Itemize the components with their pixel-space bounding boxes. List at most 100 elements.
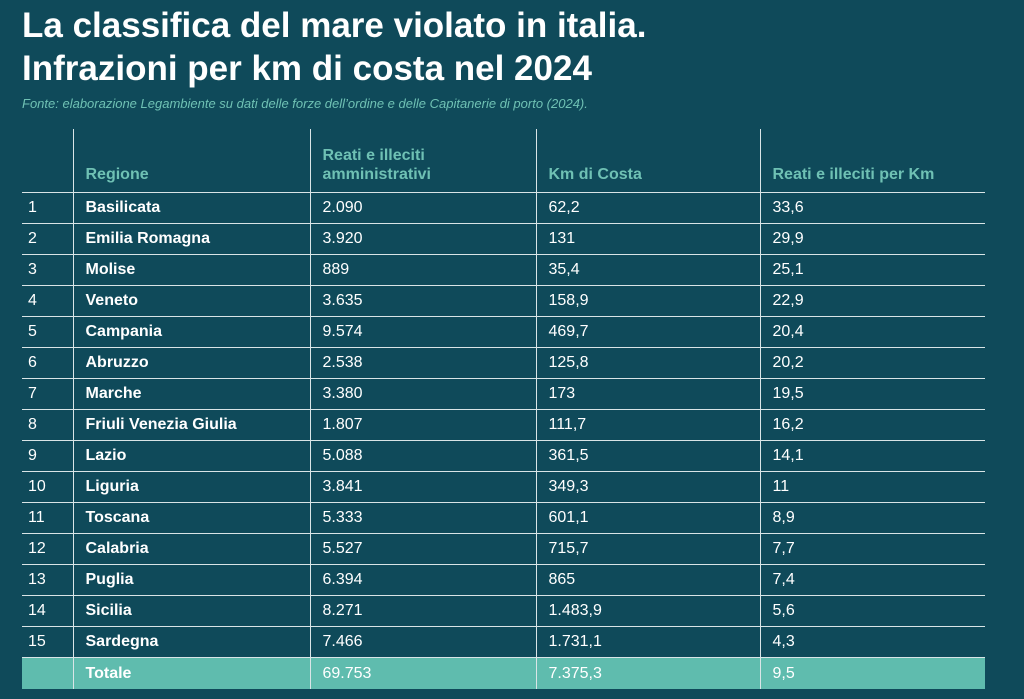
rank-cell: 5	[22, 316, 73, 348]
region-cell: Lazio	[72, 440, 310, 472]
region-cell: Emilia Romagna	[72, 223, 310, 255]
table-row: 12 Calabria 5.527 715,7 7,7	[22, 533, 985, 565]
table-row: 7 Marche 3.380 173 19,5	[22, 378, 985, 410]
table-row: 9 Lazio 5.088 361,5 14,1	[22, 440, 985, 472]
table-row: 10 Liguria 3.841 349,3 11	[22, 471, 985, 503]
total-label: Totale	[72, 657, 310, 689]
rank-cell: 7	[22, 378, 73, 410]
ranking-table: Regione Reati e illeciti amministrativi …	[22, 129, 985, 689]
offenses-per-km-cell: 5,6	[759, 595, 985, 627]
rank-cell: 9	[22, 440, 73, 472]
offenses-cell: 2.090	[309, 192, 536, 224]
offenses-per-km-cell: 19,5	[759, 378, 985, 410]
km-coast-cell: 1.483,9	[535, 595, 760, 627]
region-cell: Friuli Venezia Giulia	[72, 409, 310, 441]
region-cell: Sicilia	[72, 595, 310, 627]
region-cell: Molise	[72, 254, 310, 286]
offenses-cell: 6.394	[309, 564, 536, 596]
offenses-cell: 5.527	[309, 533, 536, 565]
title-line-1: La classifica del mare violato in italia…	[22, 6, 647, 45]
offenses-per-km-cell: 29,9	[759, 223, 985, 255]
km-coast-cell: 469,7	[535, 316, 760, 348]
offenses-per-km-cell: 16,2	[759, 409, 985, 441]
km-coast-cell: 601,1	[535, 502, 760, 534]
rank-cell: 13	[22, 564, 73, 596]
offenses-cell: 3.920	[309, 223, 536, 255]
km-coast-cell: 125,8	[535, 347, 760, 379]
region-cell: Marche	[72, 378, 310, 410]
offenses-per-km-cell: 14,1	[759, 440, 985, 472]
km-coast-cell: 62,2	[535, 192, 760, 224]
region-cell: Campania	[72, 316, 310, 348]
region-cell: Puglia	[72, 564, 310, 596]
rank-cell: 11	[22, 502, 73, 534]
offenses-per-km-cell: 7,4	[759, 564, 985, 596]
km-coast-cell: 158,9	[535, 285, 760, 317]
region-cell: Calabria	[72, 533, 310, 565]
table-row: 11 Toscana 5.333 601,1 8,9	[22, 502, 985, 534]
table-row: 1 Basilicata 2.090 62,2 33,6	[22, 192, 985, 224]
offenses-cell: 5.088	[309, 440, 536, 472]
rank-cell: 15	[22, 626, 73, 658]
offenses-cell: 2.538	[309, 347, 536, 379]
total-row: Totale 69.753 7.375,3 9,5	[22, 657, 985, 689]
total-offenses: 69.753	[309, 657, 536, 689]
column-header-rank	[22, 129, 73, 193]
column-header-offenses-per-km: Reati e illeciti per Km	[759, 129, 985, 193]
rank-cell: 10	[22, 471, 73, 503]
km-coast-cell: 715,7	[535, 533, 760, 565]
column-header-km-coast: Km di Costa	[535, 129, 760, 193]
column-header-offenses: Reati e illeciti amministrativi	[309, 129, 536, 193]
km-coast-cell: 1.731,1	[535, 626, 760, 658]
table-row: 6 Abruzzo 2.538 125,8 20,2	[22, 347, 985, 379]
rank-cell: 4	[22, 285, 73, 317]
rank-cell: 2	[22, 223, 73, 255]
table-row: 15 Sardegna 7.466 1.731,1 4,3	[22, 626, 985, 658]
offenses-per-km-cell: 22,9	[759, 285, 985, 317]
offenses-per-km-cell: 25,1	[759, 254, 985, 286]
region-cell: Liguria	[72, 471, 310, 503]
offenses-per-km-cell: 7,7	[759, 533, 985, 565]
header-row: Regione Reati e illeciti amministrativi …	[22, 129, 985, 193]
offenses-cell: 889	[309, 254, 536, 286]
km-coast-cell: 173	[535, 378, 760, 410]
table-row: 5 Campania 9.574 469,7 20,4	[22, 316, 985, 348]
km-coast-cell: 865	[535, 564, 760, 596]
table-body: 1 Basilicata 2.090 62,2 33,6 2 Emilia Romagna…	[22, 192, 985, 689]
total-offenses-per-km: 9,5	[759, 657, 985, 689]
total-rank-cell	[22, 657, 73, 689]
offenses-cell: 9.574	[309, 316, 536, 348]
rank-cell: 14	[22, 595, 73, 627]
column-header-region: Regione	[72, 129, 310, 193]
table-row: 13 Puglia 6.394 865 7,4	[22, 564, 985, 596]
source-note: Fonte: elaborazione Legambiente su dati …	[22, 96, 588, 111]
table-row: 4 Veneto 3.635 158,9 22,9	[22, 285, 985, 317]
region-cell: Basilicata	[72, 192, 310, 224]
page-title: La classifica del mare violato in italia…	[22, 4, 646, 90]
offenses-cell: 3.841	[309, 471, 536, 503]
km-coast-cell: 35,4	[535, 254, 760, 286]
region-cell: Abruzzo	[72, 347, 310, 379]
km-coast-cell: 349,3	[535, 471, 760, 503]
rank-cell: 12	[22, 533, 73, 565]
offenses-cell: 1.807	[309, 409, 536, 441]
region-cell: Toscana	[72, 502, 310, 534]
region-cell: Veneto	[72, 285, 310, 317]
offenses-cell: 3.380	[309, 378, 536, 410]
offenses-cell: 7.466	[309, 626, 536, 658]
offenses-per-km-cell: 20,4	[759, 316, 985, 348]
region-cell: Sardegna	[72, 626, 310, 658]
table-row: 2 Emilia Romagna 3.920 131 29,9	[22, 223, 985, 255]
offenses-per-km-cell: 33,6	[759, 192, 985, 224]
offenses-cell: 5.333	[309, 502, 536, 534]
rank-cell: 8	[22, 409, 73, 441]
table-row: 14 Sicilia 8.271 1.483,9 5,6	[22, 595, 985, 627]
table-row: 8 Friuli Venezia Giulia 1.807 111,7 16,2	[22, 409, 985, 441]
offenses-cell: 8.271	[309, 595, 536, 627]
title-line-2: Infrazioni per km di costa nel 2024	[22, 49, 592, 88]
offenses-per-km-cell: 8,9	[759, 502, 985, 534]
rank-cell: 6	[22, 347, 73, 379]
offenses-per-km-cell: 20,2	[759, 347, 985, 379]
km-coast-cell: 361,5	[535, 440, 760, 472]
rank-cell: 3	[22, 254, 73, 286]
